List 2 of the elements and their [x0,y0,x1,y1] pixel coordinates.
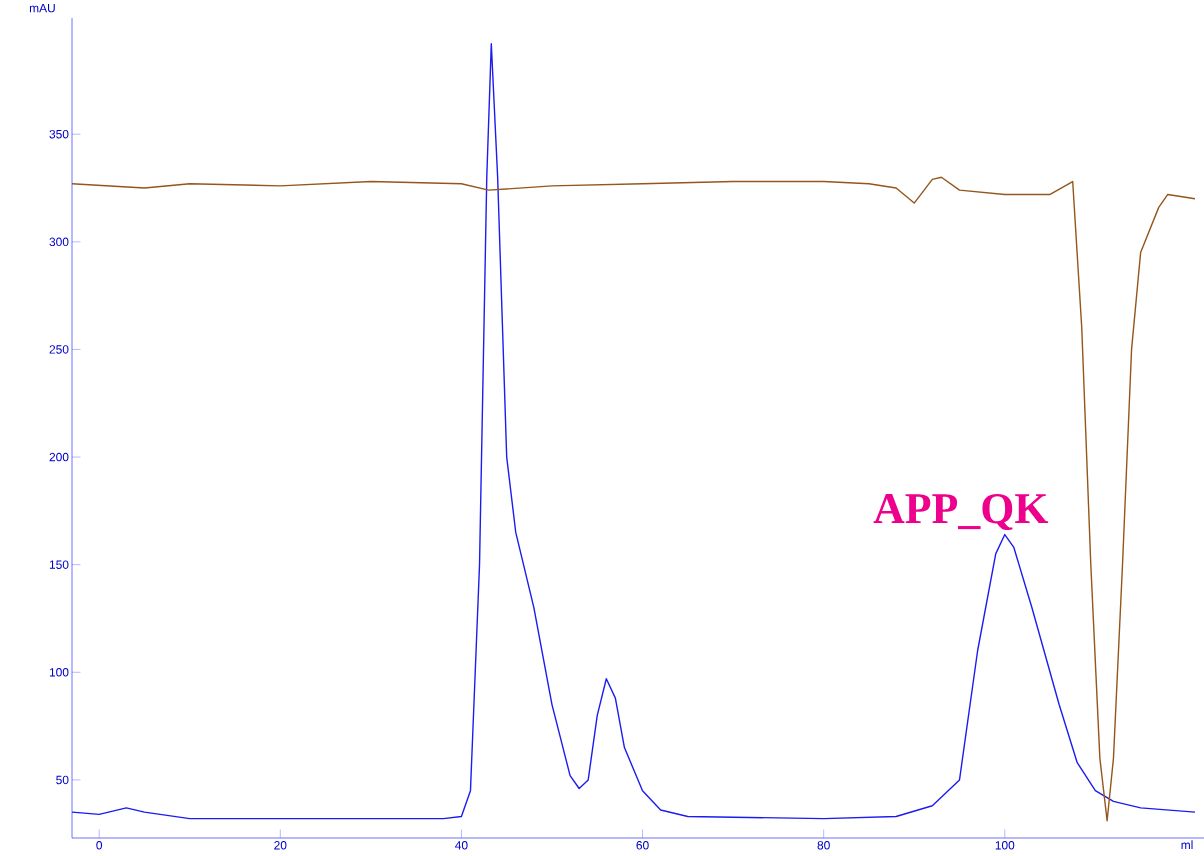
annotation: APP_QK [873,493,1049,531]
line-series [71,176,1196,822]
